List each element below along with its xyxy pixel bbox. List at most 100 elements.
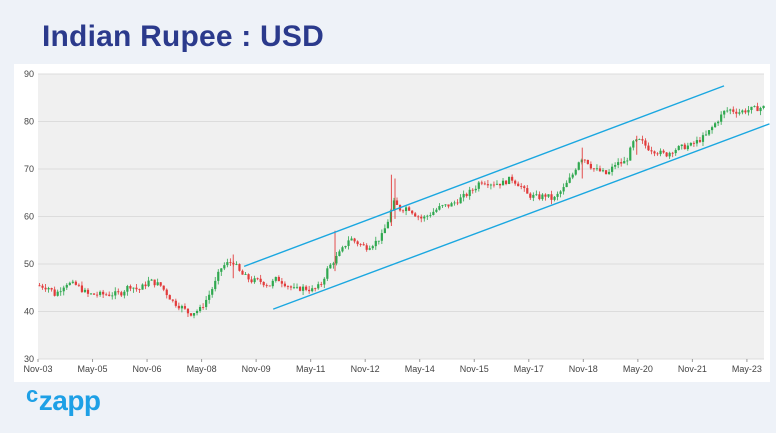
candle-body <box>401 210 405 212</box>
candle-body <box>426 215 429 217</box>
candle-body <box>607 171 611 175</box>
candle-body <box>601 170 605 172</box>
candle-body <box>411 210 414 214</box>
candle-body <box>214 280 217 290</box>
candle-body <box>747 110 750 113</box>
candle-body <box>344 245 347 248</box>
candle-body <box>662 150 665 153</box>
y-axis-labels: 30 40 50 60 70 80 90 <box>24 69 34 364</box>
candle-body <box>292 287 296 289</box>
candle-body <box>150 279 153 281</box>
candle-body <box>353 238 356 242</box>
grid-lines <box>38 73 764 360</box>
candle-body <box>274 276 277 281</box>
candle-body <box>632 141 635 148</box>
candle-body <box>295 286 299 288</box>
candle-body <box>41 285 44 288</box>
candle-body <box>280 281 283 284</box>
candle-body <box>659 150 662 155</box>
candle-body <box>471 189 474 191</box>
candle-body <box>586 159 589 164</box>
candle-body <box>338 251 341 256</box>
page-title: Indian Rupee : USD <box>42 20 324 53</box>
candle-body <box>198 306 202 311</box>
candle-body <box>126 286 129 292</box>
candle-body <box>704 134 708 136</box>
candle-body <box>259 278 262 282</box>
candles <box>38 102 765 319</box>
candle-body <box>453 202 456 204</box>
candle-body <box>598 168 602 172</box>
candle-body <box>565 182 568 188</box>
candle-body <box>180 306 184 309</box>
candle-body <box>756 106 759 112</box>
candle-body <box>305 286 308 290</box>
candle-body <box>517 183 520 187</box>
candle-body <box>544 194 547 197</box>
candle-body <box>692 142 695 144</box>
candle-body <box>414 213 417 217</box>
candle-body <box>495 183 499 185</box>
candle-body <box>62 287 65 292</box>
candle-body <box>365 245 368 250</box>
candle-body <box>380 233 383 241</box>
candle-body <box>435 209 438 212</box>
candle-body <box>647 145 650 151</box>
candle-body <box>656 153 659 155</box>
candle-body <box>514 180 517 184</box>
candle-body <box>671 152 674 154</box>
candle-body <box>644 140 647 146</box>
candle-body <box>541 194 544 200</box>
candle-body <box>186 308 190 314</box>
candle-body <box>547 194 550 197</box>
candle-body <box>529 193 532 198</box>
candle-body <box>465 193 468 197</box>
candle-body <box>395 200 399 205</box>
candle-body <box>38 285 41 287</box>
candle-body <box>138 289 141 291</box>
y-tick-label: 50 <box>24 259 34 269</box>
candle-body <box>50 288 53 290</box>
candle-body <box>238 264 241 271</box>
candle-body <box>717 121 720 124</box>
candle-body <box>723 110 726 115</box>
candle-body <box>202 306 205 308</box>
candle-body <box>105 294 108 296</box>
candle-body <box>159 282 162 286</box>
candle-body <box>341 247 344 252</box>
candle-body <box>462 193 465 198</box>
x-tick-label: Nov-12 <box>351 364 380 374</box>
candle-body <box>498 183 502 186</box>
candle-body <box>404 207 408 212</box>
candle-body <box>714 123 717 128</box>
candle-body <box>559 191 562 194</box>
candle-body <box>80 285 84 292</box>
candle-body <box>483 183 486 185</box>
candle-body <box>244 274 247 275</box>
candle-body <box>556 193 559 197</box>
y-tick-label: 70 <box>24 164 34 174</box>
candle-body <box>68 282 71 285</box>
candle-body <box>223 265 226 269</box>
candle-body <box>474 188 477 191</box>
candle-body <box>177 305 180 309</box>
candle-body <box>610 166 614 172</box>
candle-body <box>132 287 135 289</box>
candle-body <box>735 111 738 114</box>
candle-body <box>47 288 50 290</box>
x-tick-label: Nov-09 <box>242 364 271 374</box>
candle-body <box>114 291 117 296</box>
candle-body <box>550 194 553 200</box>
candle-body <box>626 160 629 162</box>
candle-body <box>359 244 362 245</box>
candle-body <box>729 109 732 111</box>
candle-body <box>298 286 302 291</box>
candle-body <box>438 206 441 210</box>
y-tick-label: 90 <box>24 69 34 79</box>
candle-body <box>165 289 168 296</box>
candle-body <box>371 246 374 249</box>
candle-body <box>77 284 80 286</box>
candle-body <box>147 280 150 287</box>
candle-body <box>144 284 147 287</box>
candle-body <box>59 291 62 293</box>
